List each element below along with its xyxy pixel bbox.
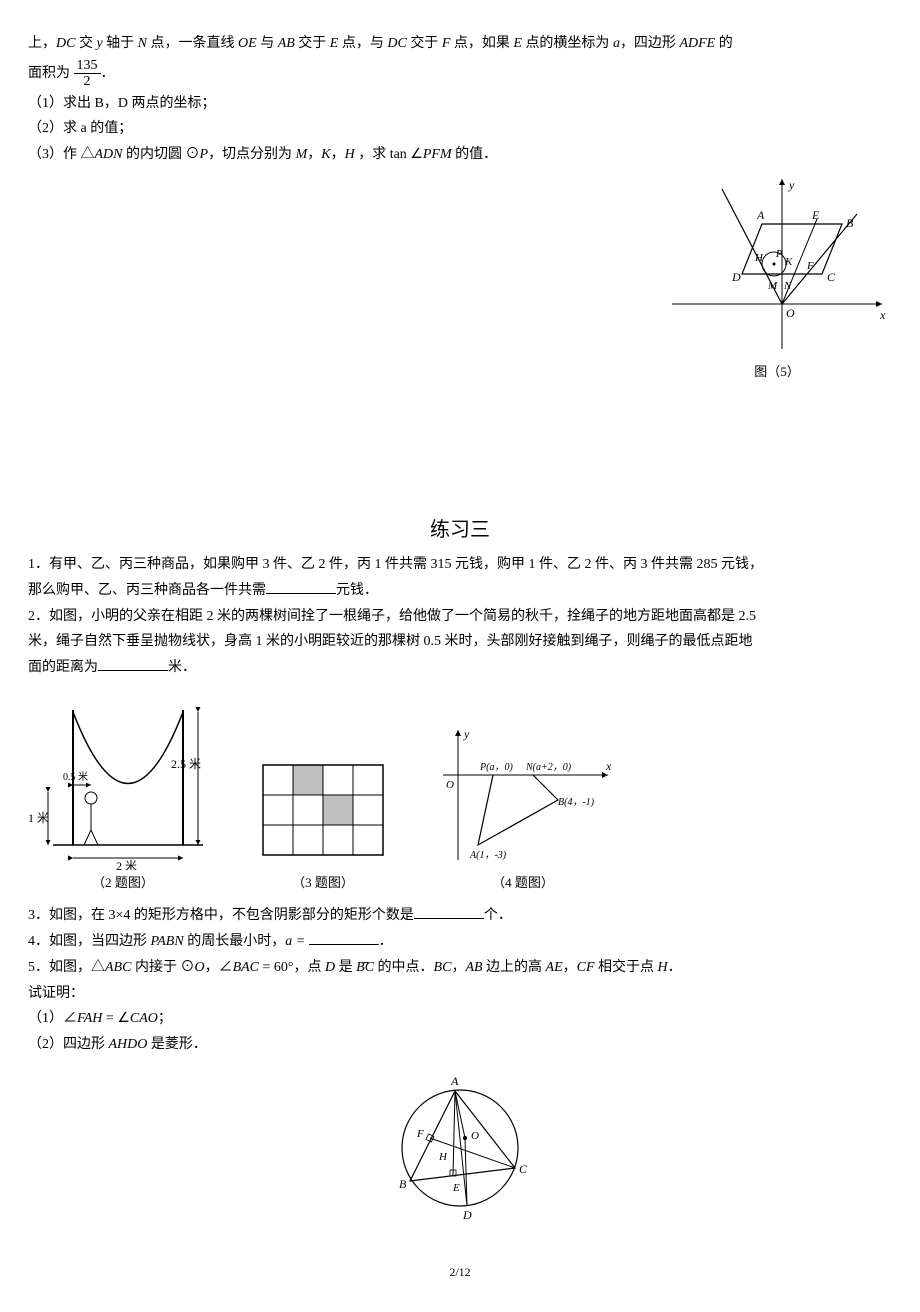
svg-text:1 米: 1 米 [28, 811, 49, 825]
text: 交 [75, 36, 96, 51]
text: 点，与 [338, 36, 387, 51]
svg-text:D: D [731, 270, 741, 284]
blank [98, 656, 168, 671]
text: 的 [715, 36, 733, 51]
text: ，四边形 [620, 36, 680, 51]
var: N [138, 36, 147, 51]
fraction: 1352 [74, 58, 101, 90]
text: 与 [257, 36, 278, 51]
var: DC [387, 36, 406, 51]
subq-3: （3）作 △ADN 的内切圆 ⊙P，切点分别为 M，K，H ，求 tan ∠PF… [28, 143, 892, 167]
problem-4: 4．如图，当四边形 PABN 的周长最小时，a = ． [28, 930, 892, 954]
figure-5: y x O A E B C D H K F M N P 图（5） [662, 169, 892, 383]
text: 点，一条直线 [147, 36, 238, 51]
text: 点，如果 [450, 36, 513, 51]
blank [414, 904, 484, 919]
svg-text:0.5 米: 0.5 米 [63, 770, 88, 783]
page-number: 2/12 [28, 1262, 892, 1282]
figure-3-svg [258, 760, 388, 870]
svg-text:E: E [452, 1182, 460, 1194]
svg-text:O: O [471, 1130, 479, 1142]
figure-2: 2.5 米 1 米 2 米 0.5 米 （2 题图） [28, 690, 218, 894]
figure-2-caption: （2 题图） [28, 872, 218, 894]
problem-5-prove: 试证明： [28, 982, 892, 1006]
svg-text:K: K [784, 256, 793, 268]
problem-2-line3: 面的距离为米． [28, 656, 892, 680]
svg-text:F: F [806, 260, 814, 272]
problem-1-line2: 那么购甲、乙、丙三种商品各一件共需元钱． [28, 579, 892, 603]
figure-circle: A B C D E F H O [28, 1063, 892, 1232]
figure-4-caption: （4 题图） [428, 872, 618, 894]
svg-text:2 米: 2 米 [116, 859, 137, 870]
svg-text:O: O [446, 779, 454, 791]
figure-2-svg: 2.5 米 1 米 2 米 0.5 米 [28, 690, 218, 870]
subq-1: （1）求出 B，D 两点的坐标； [28, 92, 892, 116]
figure-5-caption: 图（5） [662, 361, 892, 383]
svg-text:E: E [811, 208, 820, 222]
var: ADFE [679, 36, 715, 51]
figure-3-caption: （3 题图） [258, 872, 388, 894]
svg-text:H: H [438, 1151, 448, 1163]
blank [309, 930, 379, 945]
figure-5-svg: y x O A E B C D H K F M N P [662, 169, 892, 359]
problem-5-sub2: （2）四边形 AHDO 是菱形． [28, 1033, 892, 1057]
svg-text:P: P [775, 249, 782, 260]
text: ． [101, 66, 115, 81]
svg-text:x: x [605, 759, 612, 773]
area-line: 面积为 1352． [28, 58, 892, 90]
problem-continuation: 上，DC 交 y 轴于 N 点，一条直线 OE 与 AB 交于 E 点，与 DC… [28, 32, 892, 56]
svg-text:P(a，0): P(a，0) [479, 762, 513, 773]
svg-text:A: A [450, 1074, 459, 1088]
var: DC [56, 36, 75, 51]
svg-text:B: B [846, 216, 854, 230]
svg-text:H: H [754, 252, 764, 264]
figures-row: 2.5 米 1 米 2 米 0.5 米 （2 题图） （3 题图） [28, 690, 892, 894]
svg-text:y: y [788, 178, 795, 192]
var: a [613, 36, 620, 51]
problem-2-line1: 2．如图，小明的父亲在相距 2 米的两棵树间拴了一根绳子，给他做了一个简易的秋千… [28, 605, 892, 629]
var: OE [238, 36, 257, 51]
problem-3: 3．如图，在 3×4 的矩形方格中，不包含阴影部分的矩形个数是个． [28, 904, 892, 928]
svg-text:O: O [786, 306, 795, 320]
svg-text:F: F [416, 1128, 424, 1140]
problem-5: 5．如图，△ABC 内接于 ⊙O，∠BAC = 60°，点 D 是 BC 的中点… [28, 956, 892, 980]
svg-text:x: x [879, 308, 886, 322]
svg-text:C: C [519, 1162, 528, 1176]
figure-3: （3 题图） [258, 760, 388, 894]
figure-circle-svg: A B C D E F H O [375, 1063, 545, 1223]
text: 交于 [295, 36, 330, 51]
svg-text:B(4，-1): B(4，-1) [558, 797, 595, 808]
svg-text:B: B [399, 1177, 407, 1191]
problem-1-line1: 1．有甲、乙、丙三种商品，如果购甲 3 件、乙 2 件，丙 1 件共需 315 … [28, 553, 892, 577]
figure-4: y x O P(a，0) N(a+2，0) B(4，-1) A(1，-3) （4… [428, 720, 618, 894]
var: E [513, 36, 522, 51]
var: AB [278, 36, 295, 51]
text: 轴于 [103, 36, 138, 51]
svg-text:2.5 米: 2.5 米 [171, 757, 201, 771]
svg-text:y: y [463, 727, 470, 741]
subq-2: （2）求 a 的值； [28, 117, 892, 141]
figure-4-svg: y x O P(a，0) N(a+2，0) B(4，-1) A(1，-3) [428, 720, 618, 870]
text: 面积为 [28, 66, 74, 81]
svg-text:N: N [783, 280, 792, 292]
svg-text:N(a+2，0): N(a+2，0) [525, 762, 572, 773]
svg-text:M: M [767, 280, 778, 292]
text: 点的横坐标为 [522, 36, 613, 51]
svg-text:C: C [827, 270, 836, 284]
svg-text:D: D [462, 1208, 472, 1222]
svg-text:A: A [756, 208, 765, 222]
svg-text:A(1，-3): A(1，-3) [469, 850, 507, 861]
text: 上， [28, 36, 56, 51]
text: 交于 [407, 36, 442, 51]
blank [266, 579, 336, 594]
problem-5-sub1: （1）∠FAH = ∠CAO； [28, 1007, 892, 1031]
problem-2-line2: 米，绳子自然下垂呈抛物线状，身高 1 米的小明距较近的那棵树 0.5 米时，头部… [28, 630, 892, 654]
section-title: 练习三 [28, 513, 892, 547]
